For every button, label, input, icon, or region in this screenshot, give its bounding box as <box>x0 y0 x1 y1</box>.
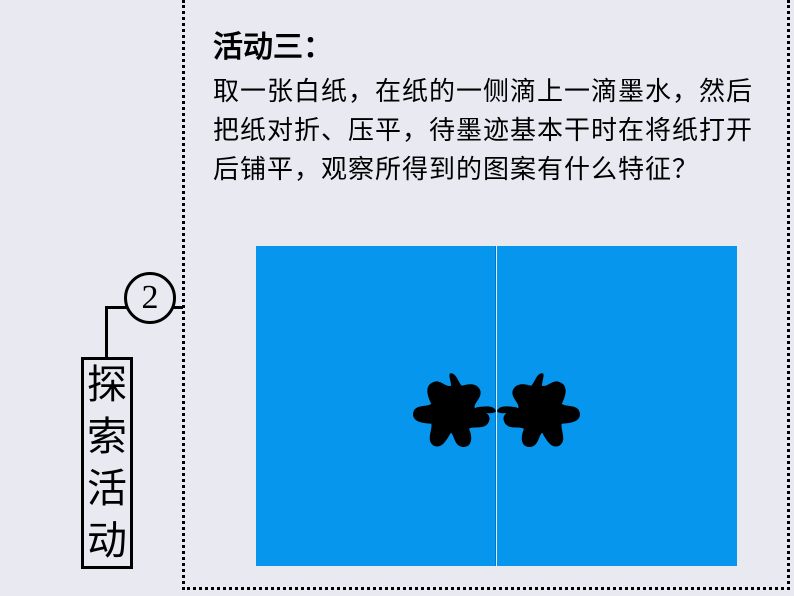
side-label-char: 探 <box>87 360 127 410</box>
ink-blot-left <box>406 366 496 456</box>
side-label-char: 索 <box>87 412 127 462</box>
activity-body: 取一张白纸，在纸的一侧滴上一滴墨水，然后把纸对折、压平，待墨迹基本干时在将纸打开… <box>213 72 759 189</box>
step-number: 2 <box>142 279 159 317</box>
folded-paper-illustration <box>256 246 738 566</box>
paper-right-half <box>497 246 737 566</box>
step-number-badge: 2 <box>124 272 176 324</box>
connector-vertical <box>105 306 108 358</box>
activity-title: 活动三： <box>213 22 759 66</box>
side-label-char: 活 <box>87 464 127 514</box>
side-label-char: 动 <box>87 516 127 566</box>
activity-text-block: 活动三： 取一张白纸，在纸的一侧滴上一滴墨水，然后把纸对折、压平，待墨迹基本干时… <box>185 0 787 211</box>
side-label-box: 探 索 活 动 <box>81 357 133 569</box>
ink-blot-right <box>497 366 587 456</box>
paper-left-half <box>256 246 496 566</box>
ink-blot-arm <box>497 406 517 413</box>
ink-blot-arm <box>476 406 496 413</box>
